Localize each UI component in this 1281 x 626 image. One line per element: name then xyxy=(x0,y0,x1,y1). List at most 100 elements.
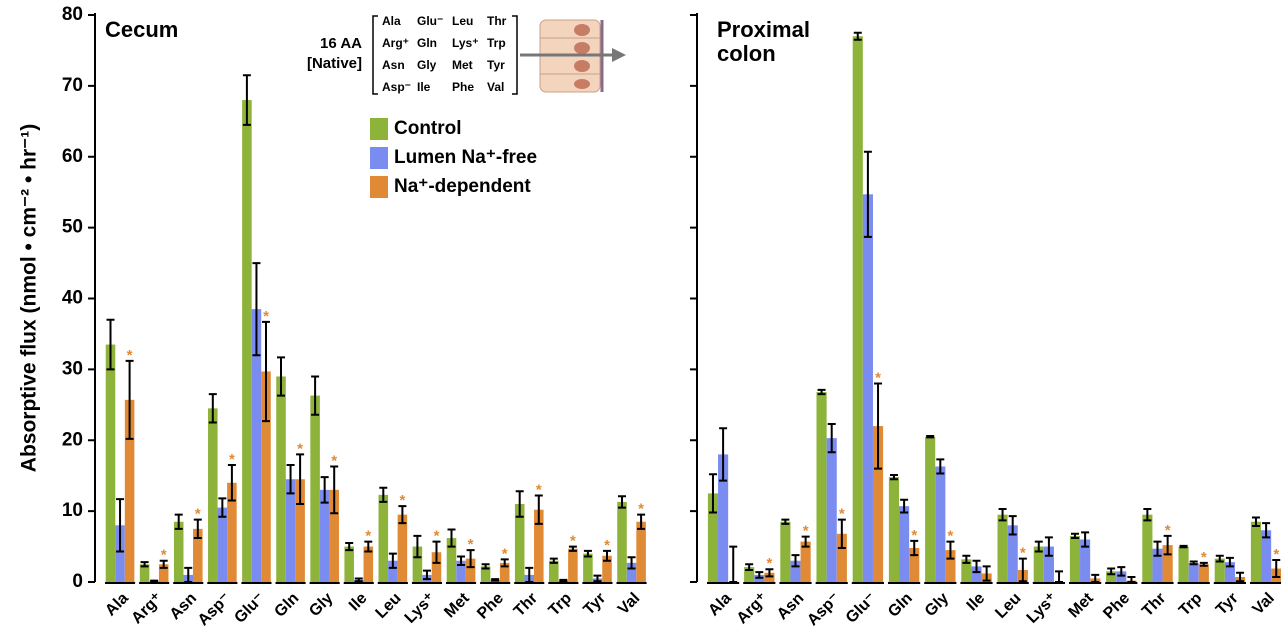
legend-swatch xyxy=(370,118,388,140)
nucleus xyxy=(574,60,590,72)
significance-marker: * xyxy=(767,555,773,572)
significance-marker: * xyxy=(1273,546,1279,563)
error-bar xyxy=(627,556,636,570)
significance-marker: * xyxy=(161,547,167,564)
y-tick-label: 10 xyxy=(62,500,83,521)
x-tick-label: Trp xyxy=(546,590,576,620)
error-bar xyxy=(1070,532,1079,540)
bar xyxy=(925,436,936,582)
error-bar xyxy=(208,393,217,424)
y-tick-label: 80 xyxy=(62,4,83,25)
legend-swatch xyxy=(370,176,388,198)
error-bar xyxy=(345,542,354,552)
bar xyxy=(193,528,203,582)
bar xyxy=(1033,546,1044,582)
x-tick-label: Val xyxy=(615,590,643,618)
error-bar xyxy=(1117,566,1126,577)
significance-marker: * xyxy=(604,537,610,554)
error-bar xyxy=(159,559,168,569)
significance-marker: * xyxy=(502,545,508,562)
error-bar xyxy=(432,540,441,564)
error-bar xyxy=(1179,544,1188,549)
error-bar xyxy=(193,518,202,540)
bar xyxy=(617,501,627,582)
bar xyxy=(899,506,910,582)
arrow-head xyxy=(612,48,626,62)
bar xyxy=(480,566,491,582)
bar xyxy=(1043,546,1054,582)
panel-title: Proximal colon xyxy=(717,17,810,66)
error-bar xyxy=(729,545,738,583)
inset-amino-acid: Met xyxy=(452,58,473,72)
significance-marker: * xyxy=(1165,522,1171,539)
error-bar xyxy=(874,382,883,470)
bar xyxy=(935,466,946,582)
significance-marker: * xyxy=(399,492,405,509)
bar xyxy=(397,514,408,582)
error-bar xyxy=(500,558,509,568)
x-tick-label: Leu xyxy=(992,590,1024,622)
bar xyxy=(997,514,1008,582)
error-bar xyxy=(1236,571,1245,583)
error-bar xyxy=(637,513,646,530)
bar xyxy=(1106,571,1117,582)
bar xyxy=(1178,546,1189,582)
inset-amino-acid: Tyr xyxy=(487,58,505,72)
bar xyxy=(945,550,956,582)
bar xyxy=(139,564,150,582)
bar xyxy=(1214,558,1225,582)
error-bar xyxy=(320,476,329,504)
bar xyxy=(242,100,252,583)
x-tick-label: Lys⁺ xyxy=(402,590,439,626)
error-bar xyxy=(972,559,981,574)
error-bar xyxy=(549,557,558,564)
error-bar xyxy=(466,549,475,569)
bar xyxy=(534,509,544,582)
error-bar xyxy=(755,571,764,579)
error-bar xyxy=(150,579,159,583)
bar xyxy=(388,560,398,582)
bar xyxy=(227,482,237,582)
bar xyxy=(310,395,320,582)
x-tick-label: Arg⁺ xyxy=(128,590,165,626)
significance-marker: * xyxy=(1201,549,1207,566)
error-bar xyxy=(1272,559,1281,579)
x-tick-label: Lys⁺ xyxy=(1024,590,1061,626)
bar xyxy=(790,560,801,582)
bar xyxy=(602,555,612,582)
x-tick-label: Gly xyxy=(922,590,952,620)
bar xyxy=(583,553,593,582)
inset-label: [Native] xyxy=(307,55,362,72)
error-bar xyxy=(1044,536,1053,557)
error-bar xyxy=(140,561,149,568)
error-bar xyxy=(1189,560,1198,566)
x-tick-label: Phe xyxy=(474,590,507,623)
error-bar xyxy=(602,549,611,562)
y-tick-label: 70 xyxy=(62,75,83,96)
nucleus xyxy=(574,79,590,89)
inset-amino-acid: Arg⁺ xyxy=(382,36,409,50)
error-bar xyxy=(889,473,898,481)
error-bar xyxy=(1107,567,1116,576)
x-tick-label: Ile xyxy=(964,590,989,615)
inset-amino-acid: Val xyxy=(487,80,504,94)
bar xyxy=(1080,539,1091,582)
x-tick-label: Ala xyxy=(705,590,735,620)
bar xyxy=(626,562,637,582)
bar xyxy=(707,493,719,582)
bar xyxy=(780,521,791,582)
error-bar xyxy=(910,539,919,557)
significance-marker: * xyxy=(536,482,542,499)
inset-amino-acid: Leu xyxy=(452,14,473,28)
error-bar xyxy=(515,490,524,518)
error-bar xyxy=(593,574,602,583)
bar xyxy=(1142,514,1153,582)
bar xyxy=(862,194,873,582)
bar xyxy=(378,494,389,582)
bar xyxy=(909,547,920,582)
x-tick-label: Glu⁻ xyxy=(231,590,268,626)
error-bar xyxy=(330,465,339,515)
x-tick-label: Glu⁻ xyxy=(843,590,880,626)
error-bar xyxy=(1018,557,1027,583)
